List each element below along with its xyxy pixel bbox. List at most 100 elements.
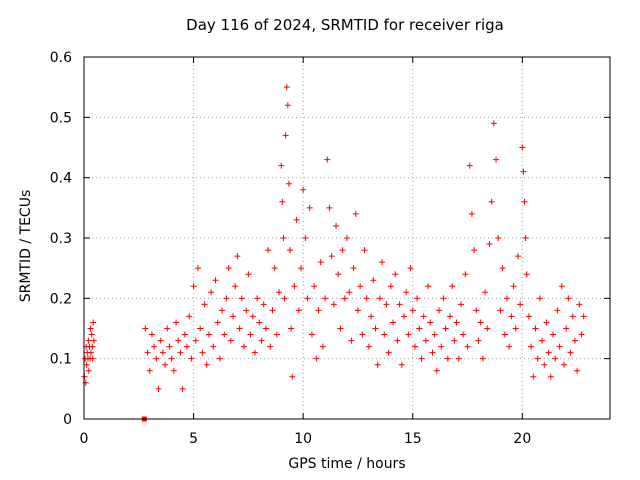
data-point xyxy=(580,313,587,320)
data-point xyxy=(550,331,557,338)
data-point xyxy=(254,295,261,302)
data-point xyxy=(427,319,434,326)
data-point xyxy=(556,343,563,350)
data-point xyxy=(304,295,311,302)
data-point xyxy=(313,355,320,362)
data-point xyxy=(188,355,195,362)
data-point xyxy=(486,241,493,248)
data-point xyxy=(508,313,515,320)
data-point xyxy=(567,349,574,356)
data-point xyxy=(495,235,502,241)
data-point xyxy=(350,265,357,272)
data-point xyxy=(278,162,285,169)
data-point xyxy=(324,156,331,163)
data-point xyxy=(265,247,272,254)
data-point xyxy=(482,289,489,296)
data-point xyxy=(280,235,287,241)
data-point xyxy=(422,337,429,344)
data-points xyxy=(81,84,587,422)
data-point xyxy=(306,204,313,211)
data-point xyxy=(151,343,158,350)
data-point xyxy=(512,325,519,332)
x-tick-label: 10 xyxy=(294,431,312,447)
data-point xyxy=(293,216,300,223)
data-point xyxy=(317,259,324,266)
y-tick-label: 0.5 xyxy=(50,110,72,126)
data-point xyxy=(488,198,495,205)
data-point xyxy=(425,283,432,290)
data-point xyxy=(146,367,153,374)
data-point xyxy=(385,349,392,356)
data-point xyxy=(376,295,383,302)
data-point xyxy=(440,295,447,302)
data-point xyxy=(330,301,337,308)
x-axis-label: GPS time / hours xyxy=(288,456,406,472)
data-point xyxy=(223,295,230,302)
data-point xyxy=(326,204,333,211)
y-tick-label: 0.6 xyxy=(50,50,72,66)
data-point xyxy=(175,337,182,344)
data-point xyxy=(539,337,546,344)
data-point xyxy=(514,253,521,260)
data-point xyxy=(173,319,180,326)
data-point xyxy=(394,337,401,344)
data-point xyxy=(361,247,368,254)
data-point xyxy=(249,313,256,320)
data-point xyxy=(522,235,529,241)
data-point xyxy=(148,331,155,338)
data-point xyxy=(368,313,375,320)
data-point xyxy=(247,331,254,338)
data-point xyxy=(284,102,291,109)
data-point xyxy=(409,307,416,314)
data-point xyxy=(279,198,286,205)
data-point xyxy=(276,289,283,296)
data-point xyxy=(289,373,296,380)
chart-title: Day 116 of 2024, SRMTID for receiver rig… xyxy=(186,16,504,34)
data-point xyxy=(83,361,90,368)
data-point xyxy=(569,313,576,320)
data-point xyxy=(414,295,421,302)
data-point xyxy=(88,331,95,338)
data-point xyxy=(431,331,438,338)
data-point xyxy=(214,319,221,326)
data-point xyxy=(523,271,530,278)
data-point xyxy=(420,313,427,320)
data-point xyxy=(225,265,232,272)
data-point xyxy=(170,367,177,374)
data-point xyxy=(328,253,335,260)
data-point xyxy=(374,361,381,368)
data-point xyxy=(283,84,290,91)
data-point xyxy=(354,307,361,314)
data-point xyxy=(308,331,315,338)
data-point xyxy=(411,343,418,350)
data-point xyxy=(365,343,372,350)
data-point xyxy=(300,186,307,193)
data-point xyxy=(403,289,410,296)
plot-frame xyxy=(83,56,611,420)
data-point xyxy=(475,337,482,344)
data-point xyxy=(460,331,467,338)
data-point xyxy=(221,331,228,338)
data-point xyxy=(503,295,510,302)
data-point xyxy=(144,349,151,356)
data-point xyxy=(438,343,445,350)
data-point xyxy=(90,319,97,326)
data-point xyxy=(574,367,581,374)
data-point xyxy=(506,343,513,350)
data-point xyxy=(493,156,500,163)
data-point xyxy=(236,325,243,332)
data-point xyxy=(390,319,397,326)
data-point xyxy=(164,325,171,332)
data-point xyxy=(339,247,346,254)
data-point xyxy=(383,301,390,308)
data-point xyxy=(436,307,443,314)
data-point xyxy=(208,289,215,296)
data-point xyxy=(576,301,583,308)
data-point xyxy=(519,144,526,151)
data-point xyxy=(541,361,548,368)
data-point xyxy=(558,283,565,290)
data-point xyxy=(186,313,193,320)
data-point xyxy=(418,355,425,362)
data-point xyxy=(416,325,423,332)
data-point xyxy=(348,337,355,344)
